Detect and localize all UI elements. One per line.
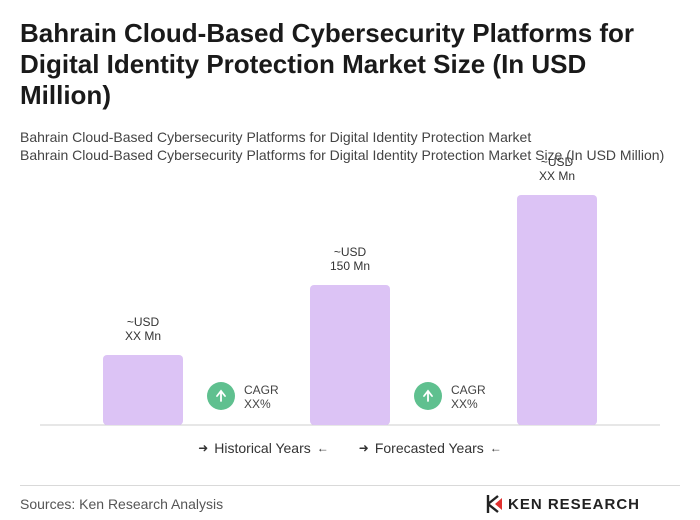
arrow-right-icon: ➜	[358, 441, 369, 455]
cagr-value: XX%	[451, 397, 478, 411]
bar-label-value: 150 Mn	[330, 259, 370, 273]
ken-logo-icon	[486, 495, 502, 513]
bar-label-top: ~USD	[127, 315, 160, 329]
arrow-up-icon	[423, 389, 433, 402]
bar-label-top: ~USD	[541, 155, 574, 169]
legend-historical: ➜ Historical Years ←	[198, 440, 329, 456]
legend-forecasted: ➜ Forecasted Years ←	[359, 440, 502, 456]
bar-label-value: XX Mn	[539, 169, 575, 183]
bar-1	[103, 355, 183, 425]
legend-forecasted-label: Forecasted Years	[374, 440, 484, 456]
chart-subtitle-line1: Bahrain Cloud-Based Cybersecurity Platfo…	[20, 129, 532, 145]
chart-title: Bahrain Cloud-Based Cybersecurity Platfo…	[20, 18, 635, 110]
cagr-label: CAGR	[451, 383, 486, 397]
bar-3	[517, 195, 597, 425]
bar-label-value: XX Mn	[125, 329, 161, 343]
bar-label-top: ~USD	[334, 245, 367, 259]
legend-historical-label: Historical Years	[214, 440, 311, 456]
footer-divider	[20, 485, 680, 486]
cagr-label: CAGR	[244, 383, 279, 397]
arrow-left-icon: ←	[316, 441, 329, 455]
arrow-right-icon: ➜	[198, 441, 209, 455]
arrow-up-icon	[216, 389, 226, 402]
chart-subtitle-line2: Bahrain Cloud-Based Cybersecurity Platfo…	[20, 147, 665, 163]
source-note: Sources: Ken Research Analysis	[20, 496, 224, 512]
bar-2	[310, 285, 390, 425]
cagr-value: XX%	[244, 397, 271, 411]
logo-text: KEN RESEARCH	[508, 495, 641, 513]
arrow-left-icon: ←	[489, 441, 502, 455]
legend: ➜ Historical Years ← ➜ Forecasted Years …	[0, 440, 700, 456]
ken-research-logo: KEN RESEARCH	[486, 494, 640, 514]
